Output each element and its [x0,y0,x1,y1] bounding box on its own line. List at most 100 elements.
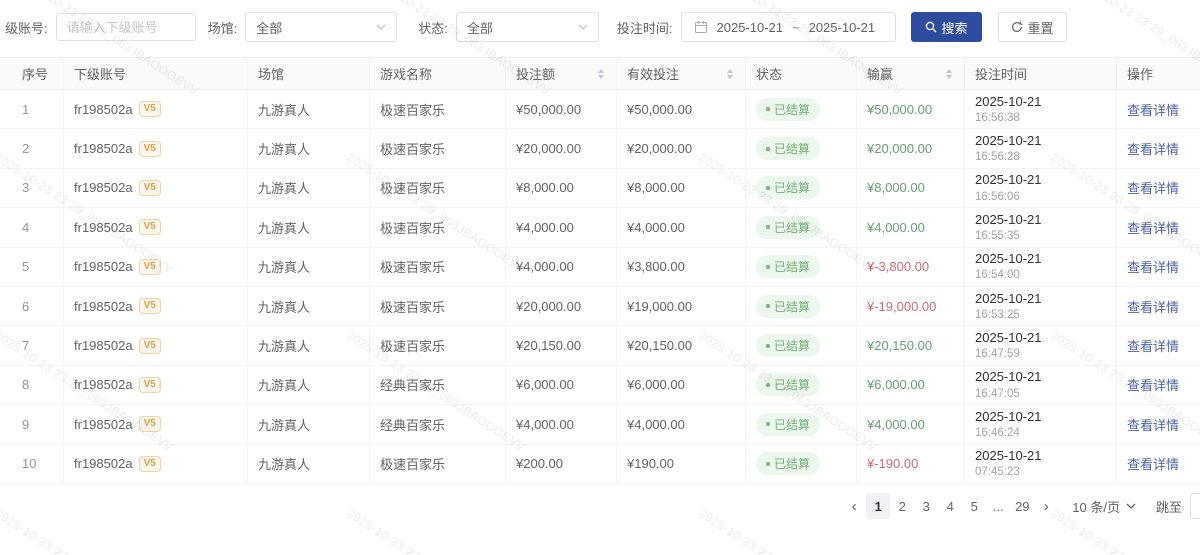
cell-index: 10 [0,444,64,483]
venue-filter-label: 场馆: [207,20,238,36]
cell-venue: 九游真人 [248,247,370,286]
cell-game: 极速百家乐 [370,444,506,483]
cell-index: 9 [0,405,64,444]
status-badge: 已结算 [756,97,821,121]
column-header-account: 下级账号 [64,58,248,89]
cell-index: 8 [0,365,64,405]
jump-to-page-input[interactable] [1190,493,1200,519]
vip-level-badge: V5 [138,298,161,315]
vip-level-badge: V5 [138,416,161,433]
chevron-down-icon [578,24,588,30]
sort-icon[interactable] [946,68,954,79]
page-size-value: 10 条/页 [1072,499,1120,515]
cell-game: 经典百家乐 [370,405,506,444]
cell-account: fr198502a V5 [64,129,248,168]
cell-winloss: ¥4,000.00 [857,405,965,444]
status-dot-icon [766,107,770,112]
view-details-link[interactable]: 查看详情 [1127,142,1180,158]
cell-venue: 九游真人 [248,365,370,405]
vip-level-badge: V5 [138,140,161,157]
cell-bet-time: 2025-10-21 16:47:05 [965,365,1117,405]
view-details-link[interactable]: 查看详情 [1127,378,1180,394]
cell-bet-amount: ¥50,000.00 [506,90,617,129]
cell-account: fr198502a V5 [64,247,248,286]
cell-index: 5 [0,247,64,286]
account-search-input[interactable] [55,13,196,41]
page-size-select[interactable]: 10 条/页 [1072,497,1136,516]
cell-venue: 九游真人 [248,168,370,208]
status-select[interactable]: 全部 [455,12,599,42]
column-header-valid-bet[interactable]: 有效投注 [617,58,746,89]
status-dot-icon [766,343,770,348]
table-body: 1 fr198502a V5 九游真人 极速百家乐 ¥50,000.00 ¥50… [0,90,1200,484]
cell-venue: 九游真人 [248,286,370,326]
search-button[interactable]: 搜索 [910,12,982,42]
vip-level-badge: V5 [138,376,161,393]
bet-time-filter-group: 投注时间: 2025-10-21 ~ 2025-10-21 [617,12,896,42]
cell-game: 极速百家乐 [370,208,506,247]
account-filter-group: 级账号: [5,13,208,41]
refresh-icon [1011,21,1023,33]
column-header-winloss[interactable]: 输赢 [857,58,965,89]
cell-bet-amount: ¥20,000.00 [506,129,617,168]
view-details-link[interactable]: 查看详情 [1127,339,1180,355]
cell-valid-bet: ¥6,000.00 [617,365,746,405]
cell-bet-time: 2025-10-21 16:56:28 [965,129,1117,168]
jump-to-label: 跳至 [1155,499,1182,515]
sort-icon[interactable] [727,68,735,79]
view-details-link[interactable]: 查看详情 [1127,220,1180,236]
bet-time-range-picker[interactable]: 2025-10-21 ~ 2025-10-21 [680,12,896,42]
view-details-link[interactable]: 查看详情 [1127,181,1180,197]
cell-action: 查看详情 [1117,169,1200,207]
cell-bet-time: 2025-10-21 16:46:24 [965,405,1117,444]
status-badge: 已结算 [756,294,821,318]
table-header: 序号 下级账号 场馆 游戏名称 投注额 有效投注 状态 输赢 投注时间 操作 [0,57,1200,90]
view-details-link[interactable]: 查看详情 [1127,457,1180,473]
reset-button[interactable]: 重置 [997,12,1067,42]
pagination-ellipsis[interactable]: ... [986,493,1010,519]
view-details-link[interactable]: 查看详情 [1127,260,1180,276]
cell-venue: 九游真人 [248,444,370,483]
pagination-page-4[interactable]: 4 [938,493,962,519]
cell-game: 极速百家乐 [370,129,506,168]
venue-select[interactable]: 全部 [245,12,398,42]
cell-venue: 九游真人 [248,208,370,247]
cell-account: fr198502a V5 [64,405,248,444]
cell-index: 6 [0,286,64,326]
cell-bet-amount: ¥8,000.00 [506,168,617,208]
cell-bet-amount: ¥20,150.00 [506,326,617,365]
column-header-bet-amount[interactable]: 投注额 [506,58,617,89]
column-header-venue: 场馆 [248,58,370,89]
cell-bet-amount: ¥4,000.00 [506,208,617,247]
status-badge: 已结算 [756,412,821,436]
view-details-link[interactable]: 查看详情 [1127,417,1180,433]
venue-filter-group: 场馆: 全部 [208,12,419,42]
cell-winloss: ¥-190.00 [857,444,965,483]
cell-action: 查看详情 [1117,366,1200,404]
cell-bet-amount: ¥200.00 [506,444,617,483]
pagination-page-5[interactable]: 5 [962,493,986,519]
pagination-page-1[interactable]: 1 [866,493,891,519]
status-dot-icon [766,422,770,427]
pagination-page-3[interactable]: 3 [914,493,938,519]
pagination-prev-button[interactable]: ‹ [842,493,866,519]
cell-status: 已结算 [746,90,857,129]
pagination-pages: 1 2 3 4 5... 29 [866,493,1034,519]
cell-index: 1 [0,90,64,129]
cell-valid-bet: ¥3,800.00 [617,247,746,286]
vip-level-badge: V5 [138,101,161,118]
vip-level-badge: V5 [138,455,161,472]
pagination-page-29[interactable]: 29 [1010,493,1034,519]
sort-icon[interactable] [598,68,606,79]
status-badge: 已结算 [756,334,821,358]
cell-bet-time: 2025-10-21 07:45:23 [965,444,1117,483]
table-row: 4 fr198502a V5 九游真人 极速百家乐 ¥4,000.00 ¥4,0… [0,208,1200,248]
cell-valid-bet: ¥4,000.00 [617,405,746,444]
reset-button-label: 重置 [1027,20,1054,36]
view-details-link[interactable]: 查看详情 [1127,299,1180,315]
pagination-next-button[interactable]: › [1034,493,1058,519]
view-details-link[interactable]: 查看详情 [1127,102,1180,118]
pagination-page-2[interactable]: 2 [890,493,914,519]
cell-account: fr198502a V5 [64,444,248,483]
cell-index: 7 [0,326,64,365]
